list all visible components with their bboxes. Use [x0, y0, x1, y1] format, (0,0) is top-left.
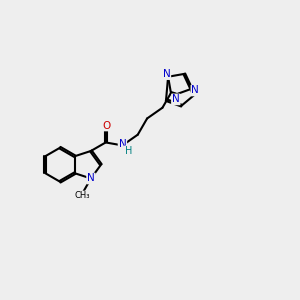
Text: N: N — [172, 94, 180, 104]
Text: N: N — [163, 69, 170, 79]
Text: N: N — [191, 85, 199, 95]
Text: N: N — [87, 173, 95, 184]
Text: N: N — [118, 139, 126, 149]
Text: CH₃: CH₃ — [75, 191, 90, 200]
Text: O: O — [102, 121, 110, 130]
Text: H: H — [124, 146, 132, 156]
